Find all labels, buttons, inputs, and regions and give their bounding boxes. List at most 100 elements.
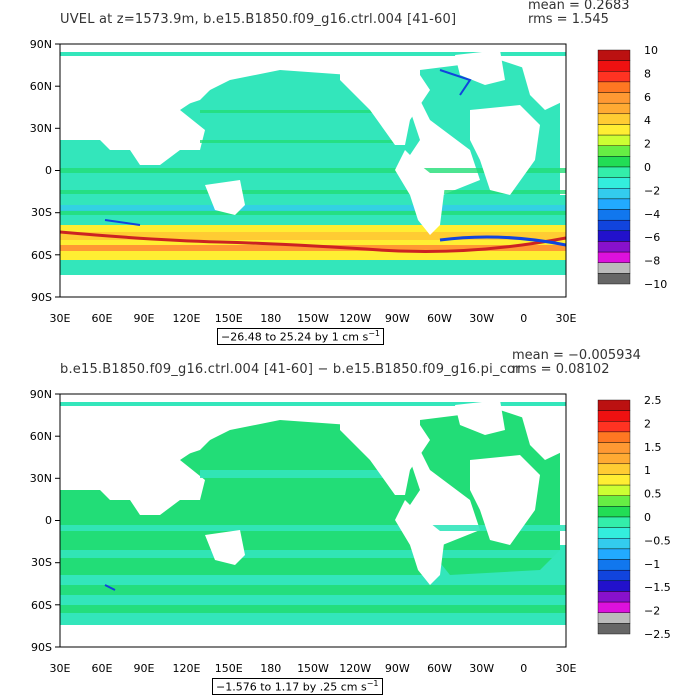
lat-label-30n: 30N <box>30 472 52 485</box>
map-panel-bottom: b.e15.B1850.f09_g16.ctrl.004 [41-60] − b… <box>0 348 700 700</box>
colorbar-label: −0.5 <box>644 534 671 547</box>
colorbar-swatch <box>597 71 631 83</box>
lat-label-90n: 90N <box>30 38 52 51</box>
panel-title: UVEL at z=1573.9m, b.e15.B1850.f09_g16.c… <box>60 12 457 27</box>
colorbar-swatch <box>597 591 631 603</box>
lon-label-90e: 90E <box>134 312 155 325</box>
lat-label-60s: 60S <box>31 599 52 612</box>
lat-label-60n: 60N <box>30 80 52 93</box>
lon-label-30e: 30E <box>50 312 71 325</box>
colorbar-label: 1.5 <box>644 441 662 454</box>
lon-label-30w: 30W <box>469 312 494 325</box>
lon-label-150e: 150E <box>215 312 243 325</box>
lat-label-0: 0 <box>45 164 52 177</box>
rms-value: rms = 0.08102 <box>512 362 610 377</box>
colorbar-swatch <box>597 241 631 253</box>
colorbar-swatch <box>597 452 631 465</box>
colorbar-label: −10 <box>644 278 667 291</box>
range-exponent: −1 <box>368 329 381 338</box>
colorbar-swatch <box>597 81 631 93</box>
colorbar-swatch <box>597 177 631 189</box>
lat-label-90s: 90S <box>31 641 52 654</box>
colorbar-swatch <box>597 484 631 496</box>
lon-label-30e-end: 30E <box>556 662 577 675</box>
colorbar-swatch <box>597 506 631 518</box>
colorbar-label: −2 <box>644 605 660 618</box>
colorbar-swatch <box>597 548 631 560</box>
colorbar-label: 1 <box>644 464 651 477</box>
colorbar-label: 2.5 <box>644 394 662 407</box>
lon-label-60e: 60E <box>92 662 113 675</box>
lon-label-30e-end: 30E <box>556 312 577 325</box>
lon-label-180: 180 <box>260 312 281 325</box>
colorbar-swatch <box>597 49 631 61</box>
colorbar-swatch <box>597 92 631 104</box>
colorbar-label: 10 <box>644 44 658 57</box>
colorbar-swatch <box>597 612 631 624</box>
colorbar-label: 6 <box>644 91 651 104</box>
lat-label-90n: 90N <box>30 388 52 401</box>
colorbar-label: −8 <box>644 255 660 268</box>
colorbar-label: 0.5 <box>644 488 662 501</box>
lon-label-120w: 120W <box>339 312 371 325</box>
colorbar-swatch <box>597 527 631 539</box>
colorbar-swatch <box>597 156 631 168</box>
colorbar-label: 2 <box>644 138 651 151</box>
colorbar-swatch <box>597 230 631 242</box>
rms-value: rms = 1.545 <box>528 12 609 27</box>
colorbar-swatch <box>597 251 631 263</box>
lat-label-90s: 90S <box>31 291 52 304</box>
colorbar-label: −1.5 <box>644 581 671 594</box>
lon-label-30w: 30W <box>469 662 494 675</box>
map-field <box>60 394 566 647</box>
colorbar-swatch <box>597 188 631 200</box>
lon-label-150w: 150W <box>297 312 329 325</box>
lat-label-30n: 30N <box>30 122 52 135</box>
map-plot: 90N 60N 30N 0 30S 60S 90S 30E 60E 90E 12… <box>30 388 671 675</box>
colorbar-swatch <box>597 134 631 146</box>
lon-label-120w: 120W <box>339 662 371 675</box>
colorbar-swatch <box>597 421 631 433</box>
colorbar-label: 0 <box>644 511 651 524</box>
lon-label-0: 0 <box>520 662 527 675</box>
colorbar-swatch <box>597 102 631 115</box>
colorbar-swatch <box>597 399 631 411</box>
colorbar-swatch <box>597 559 631 571</box>
lon-label-60e: 60E <box>92 312 113 325</box>
lat-label-0: 0 <box>45 514 52 527</box>
colorbar-label: 8 <box>644 67 651 80</box>
colorbar-label: −2.5 <box>644 628 671 641</box>
lon-label-90e: 90E <box>134 662 155 675</box>
lon-label-30e: 30E <box>50 662 71 675</box>
colorbar-swatch <box>597 273 631 285</box>
map-plot: 90N 60N 30N 0 30S 60S 90S 30E 60E 90E 12… <box>30 38 667 325</box>
lat-label-30s: 30S <box>31 206 52 219</box>
colorbar-swatch <box>597 262 631 274</box>
map-panel-top: UVEL at z=1573.9m, b.e15.B1850.f09_g16.c… <box>30 0 667 345</box>
lat-axis: 90N 60N 30N 0 30S 60S 90S <box>30 38 60 304</box>
range-text: −26.48 to 25.24 by 1 cm s <box>221 330 369 344</box>
colorbar-swatch <box>597 124 631 136</box>
lat-label-60n: 60N <box>30 430 52 443</box>
panel-title: b.e15.B1850.f09_g16.ctrl.004 [41-60] − b… <box>60 362 520 377</box>
colorbar-swatch <box>597 601 631 613</box>
colorbar-swatch <box>597 145 631 157</box>
lat-axis: 90N 60N 30N 0 30S 60S 90S <box>30 388 60 654</box>
colorbar: 10 8 6 4 2 0 −2 −4 −6 −8 −10 <box>597 44 667 291</box>
lat-label-60s: 60S <box>31 249 52 262</box>
colorbar-swatch <box>597 209 631 221</box>
colorbar-swatch <box>597 431 631 443</box>
colorbar-label: −6 <box>644 231 660 244</box>
mean-value: mean = 0.2683 <box>528 0 630 13</box>
lon-axis: 30E 60E 90E 120E 150E 180 150W 120W 90W … <box>50 662 577 675</box>
lon-label-120e: 120E <box>173 312 201 325</box>
colorbar-swatch <box>597 516 631 528</box>
colorbar-label: −4 <box>644 208 660 221</box>
map-field <box>60 44 566 297</box>
colorbar-swatch <box>597 60 631 72</box>
colorbar-swatch <box>597 495 631 507</box>
lon-label-90w: 90W <box>385 662 410 675</box>
lon-label-0: 0 <box>520 312 527 325</box>
colorbar-swatch <box>597 410 631 422</box>
colorbar-swatch <box>597 198 631 210</box>
